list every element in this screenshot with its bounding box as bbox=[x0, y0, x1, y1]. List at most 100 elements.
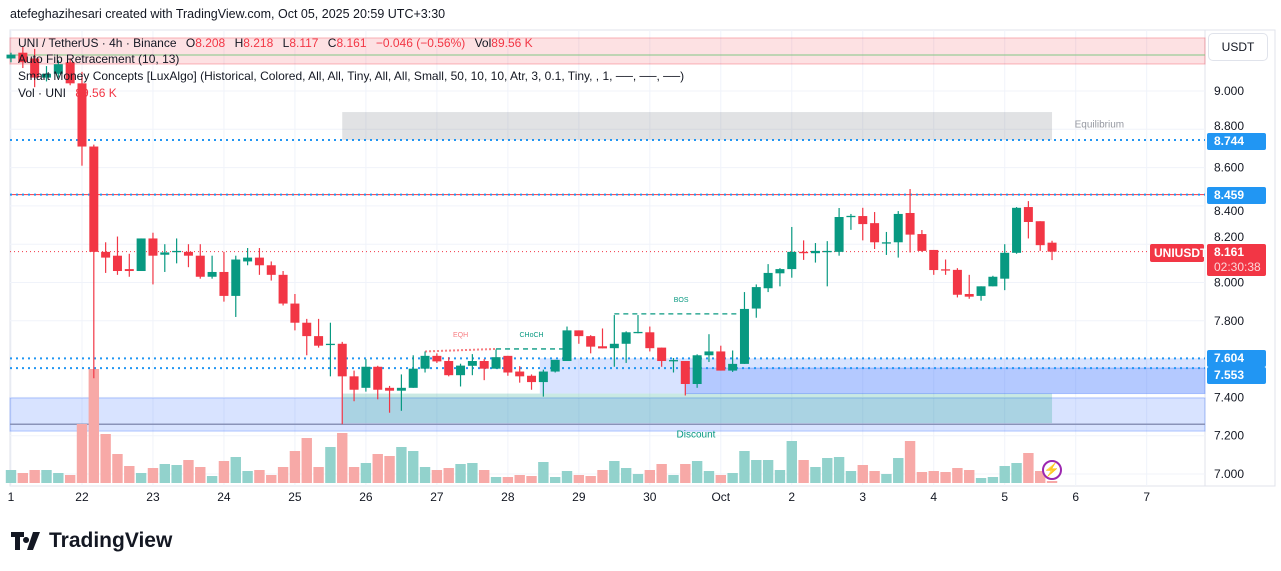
candle bbox=[609, 315, 619, 367]
candle bbox=[739, 292, 749, 364]
volume-bar bbox=[845, 471, 857, 483]
volume-bar bbox=[620, 468, 632, 483]
indicator-volume[interactable]: Vol · UNI 89.56 K bbox=[18, 86, 119, 100]
indicator-smart-money-concepts[interactable]: Smart Money Concepts [LuxAlgo] (Historic… bbox=[18, 69, 685, 83]
bar-countdown: 02:30:38 bbox=[1214, 260, 1261, 274]
candle bbox=[231, 255, 241, 317]
lightning-icon[interactable]: ⚡ bbox=[1042, 460, 1062, 480]
candle bbox=[314, 318, 324, 348]
volume-bar bbox=[147, 468, 159, 483]
candle-body bbox=[858, 216, 868, 225]
candle bbox=[183, 244, 193, 268]
candle bbox=[41, 66, 51, 82]
price-axis-label: 8.000 bbox=[1214, 276, 1244, 290]
candle-body bbox=[6, 54, 16, 59]
candle bbox=[101, 242, 111, 273]
volume-bar bbox=[408, 451, 419, 483]
volume-bar bbox=[987, 477, 999, 483]
volume-bar bbox=[644, 470, 656, 483]
volume-indicator-value: 89.56 K bbox=[75, 86, 117, 100]
time-axis-label: 3 bbox=[859, 490, 866, 504]
candle-body bbox=[231, 259, 241, 296]
candle bbox=[467, 354, 477, 376]
candle-body bbox=[716, 351, 726, 371]
candle bbox=[89, 144, 99, 379]
candle bbox=[479, 359, 489, 381]
volume-bar bbox=[124, 466, 135, 483]
candle bbox=[1000, 244, 1010, 291]
volume-bar bbox=[159, 464, 170, 483]
volume-bar bbox=[490, 477, 502, 483]
volume-bar bbox=[691, 461, 703, 483]
candle-body bbox=[739, 308, 749, 364]
candles bbox=[6, 46, 1057, 425]
time-axis-label: 25 bbox=[288, 490, 302, 504]
candle bbox=[266, 261, 276, 281]
candle-body bbox=[787, 251, 797, 270]
candle bbox=[373, 365, 383, 400]
candle bbox=[775, 268, 785, 287]
candle-body bbox=[881, 242, 891, 244]
candle bbox=[1047, 240, 1057, 261]
symbol-legend[interactable]: UNI / TetherUS · 4h · Binance O8.208 H8.… bbox=[18, 36, 535, 50]
low-value: 8.117 bbox=[289, 36, 319, 50]
zone-premium bbox=[9, 37, 1206, 65]
volume-indicator-label: Vol · UNI bbox=[18, 86, 67, 100]
volume-bar bbox=[585, 476, 596, 483]
candle bbox=[112, 236, 122, 275]
candle-body bbox=[124, 269, 134, 272]
candle bbox=[456, 363, 466, 387]
indicator-auto-fib[interactable]: Auto Fib Retracement (10, 13) bbox=[18, 52, 180, 66]
candle-body bbox=[207, 271, 217, 277]
volume-bar bbox=[431, 470, 443, 483]
price-tag-8459: 8.459 bbox=[1207, 187, 1266, 204]
zone-label-equilibrium: Equilibrium bbox=[1075, 119, 1124, 130]
candle bbox=[905, 189, 915, 253]
candle bbox=[692, 354, 702, 388]
volume-bar bbox=[313, 467, 324, 483]
tradingview-logo[interactable]: TradingView bbox=[11, 529, 172, 553]
candle-body bbox=[1047, 242, 1057, 252]
volume-bar bbox=[5, 470, 17, 483]
candle bbox=[562, 326, 572, 362]
candle-body bbox=[645, 332, 655, 349]
candle bbox=[621, 331, 631, 363]
zone-discount bbox=[9, 397, 1206, 432]
volume-bar bbox=[680, 464, 691, 483]
volume-bar bbox=[656, 464, 667, 483]
volume-bar bbox=[254, 470, 265, 483]
price-axis-label: 7.800 bbox=[1214, 314, 1244, 328]
volume-bar bbox=[928, 471, 939, 483]
candle-body bbox=[89, 146, 99, 252]
volume-bars bbox=[5, 369, 1058, 483]
volume-bar bbox=[455, 464, 466, 483]
volume-bar bbox=[479, 470, 490, 483]
candle-body bbox=[1000, 252, 1010, 279]
candle-body bbox=[704, 351, 714, 356]
candle bbox=[550, 359, 560, 373]
currency-button[interactable]: USDT bbox=[1208, 33, 1268, 61]
candle bbox=[349, 370, 359, 402]
candle-body bbox=[941, 269, 951, 271]
candle-body bbox=[148, 238, 158, 256]
candle-body bbox=[444, 361, 454, 376]
candle bbox=[881, 231, 891, 255]
candle-body bbox=[325, 343, 335, 346]
candle-body bbox=[692, 355, 702, 384]
volume-bar bbox=[1046, 481, 1058, 483]
market-structure: EQH CHoCH BOS bbox=[425, 297, 749, 353]
zone-demand-light bbox=[539, 358, 1205, 394]
volume-bar bbox=[999, 466, 1010, 483]
candle-body bbox=[515, 371, 525, 377]
candle bbox=[491, 349, 501, 369]
candle-body bbox=[905, 212, 915, 235]
volume-bar bbox=[573, 475, 585, 483]
time-axis-label: 5 bbox=[1001, 490, 1008, 504]
time-axis-label: 23 bbox=[146, 490, 160, 504]
structure-line-eqh bbox=[425, 347, 497, 353]
volume-bar bbox=[822, 458, 833, 483]
change-value: −0.046 (−0.56%) bbox=[375, 36, 466, 50]
candle bbox=[207, 255, 217, 279]
candle-body bbox=[266, 265, 276, 275]
